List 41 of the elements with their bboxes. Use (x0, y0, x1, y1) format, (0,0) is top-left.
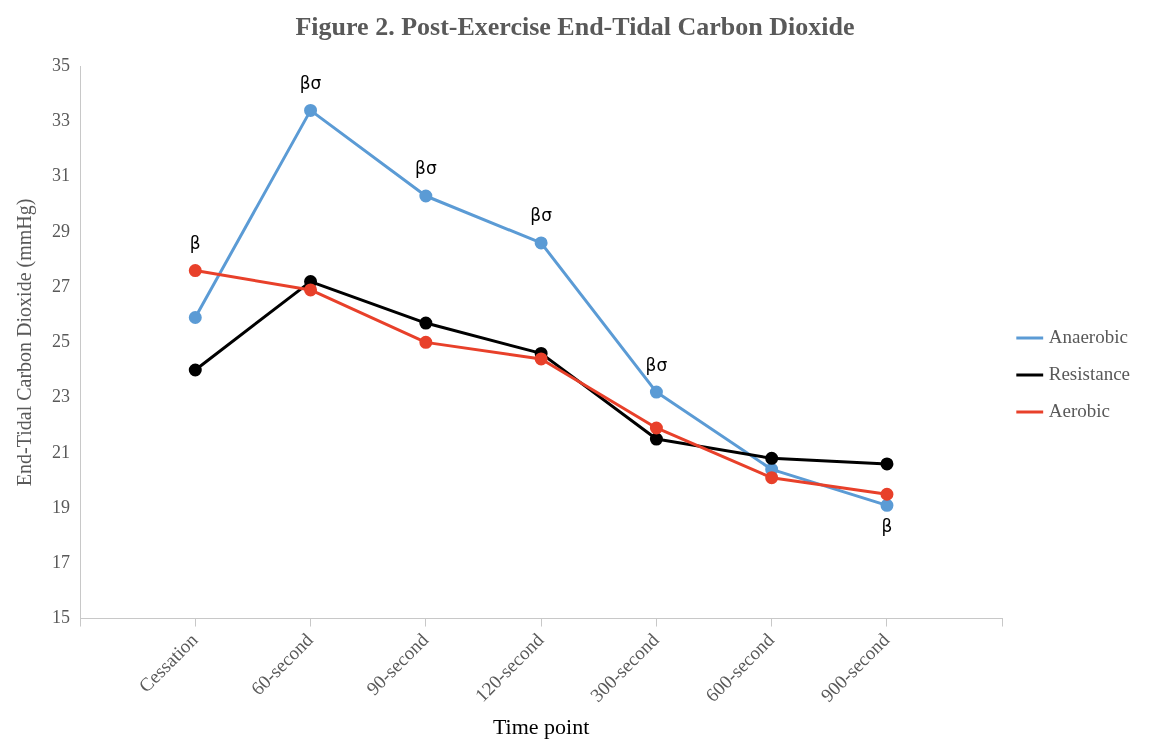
annotation: βσ (299, 72, 322, 93)
y-tick-label: 25 (52, 331, 70, 352)
point (188, 264, 202, 278)
point (880, 457, 894, 471)
annotation: β (189, 232, 201, 253)
y-tick-label: 19 (52, 496, 70, 517)
y-tick-label: 31 (52, 165, 70, 186)
point (649, 421, 663, 435)
point (419, 335, 433, 349)
annotation: βσ (530, 205, 553, 226)
point (188, 363, 202, 377)
y-tick-label: 23 (52, 386, 70, 407)
y-tick-label: 17 (52, 552, 70, 573)
point (188, 311, 202, 325)
point (534, 352, 548, 366)
point (304, 103, 318, 117)
legend-label: Aerobic (1048, 399, 1110, 421)
y-tick-label: 27 (52, 275, 70, 296)
x-axis-title: Time point (492, 713, 590, 739)
y-tick-label: 15 (52, 607, 70, 628)
point (649, 432, 663, 446)
y-tick-label: 21 (52, 441, 70, 462)
legend-label: Anaerobic (1048, 325, 1128, 347)
point (880, 498, 894, 512)
point (880, 487, 894, 501)
y-axis-title: End-Tidal Carbon Dioxide (mmHg) (13, 198, 37, 487)
chart-title: Figure 2. Post-Exercise End-Tidal Carbon Dioxide (295, 12, 855, 42)
point (419, 316, 433, 330)
y-tick-label: 29 (52, 220, 70, 241)
annotation: βσ (415, 158, 437, 179)
point (304, 283, 318, 297)
annotation: β (881, 515, 893, 536)
legend-label: Resistance (1048, 362, 1131, 384)
point (649, 385, 663, 399)
y-tick-label: 33 (52, 110, 70, 131)
point (765, 451, 779, 465)
point (419, 189, 433, 203)
point (765, 471, 779, 485)
y-tick-label: 35 (52, 54, 70, 75)
point (534, 236, 548, 250)
annotation: βσ (645, 354, 668, 375)
